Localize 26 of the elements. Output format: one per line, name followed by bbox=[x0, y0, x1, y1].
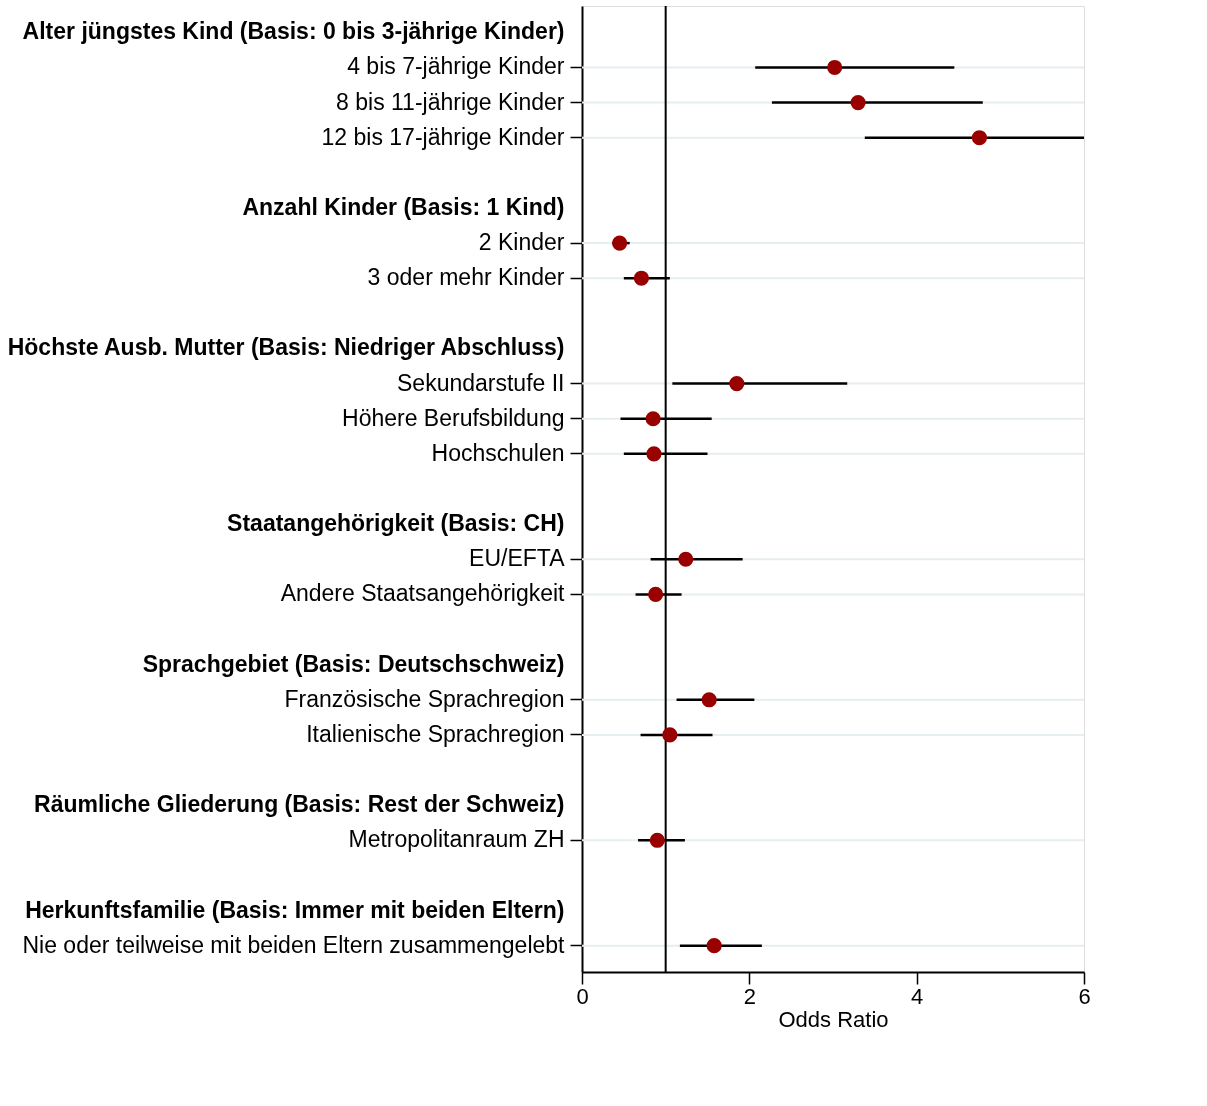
y-tick-label: Alter jüngstes Kind (Basis: 0 bis 3-jährige Kinder) bbox=[22, 18, 565, 45]
y-tick-label: Italienische Sprachregion bbox=[306, 720, 565, 747]
y-tick-label: Sprachgebiet (Basis: Deutschschweiz) bbox=[142, 650, 565, 677]
y-tick-label: 4 bis 7-jährige Kinder bbox=[347, 53, 565, 80]
x-tick-label: 2 bbox=[743, 983, 756, 1009]
y-tick-label: 8 bis 11-jährige Kinder bbox=[336, 88, 565, 115]
y-tick-label: EU/EFTA bbox=[469, 545, 566, 572]
y-tick-label: 12 bis 17-jährige Kinder bbox=[321, 123, 565, 150]
y-tick-label: 3 oder mehr Kinder bbox=[367, 264, 565, 291]
y-tick-label: Sekundarstufe II bbox=[397, 369, 565, 396]
y-tick-label: Nie oder teilweise mit beiden Eltern zusammengelebt bbox=[22, 931, 566, 958]
x-tick-label: 4 bbox=[911, 983, 924, 1009]
y-tick-label: Andere Staatsangehörigkeit bbox=[280, 580, 566, 607]
y-tick-label: 2 Kinder bbox=[478, 229, 565, 256]
y-tick-label: Hochschulen bbox=[431, 439, 565, 466]
y-tick-label: Räumliche Gliederung (Basis: Rest der Schweiz) bbox=[34, 791, 565, 818]
y-tick-label: Höchste Ausb. Mutter (Basis: Niedriger Abschluss) bbox=[7, 334, 565, 361]
y-tick-label: Höhere Berufsbildung bbox=[342, 404, 565, 431]
y-tick-label: Herkunftsfamilie (Basis: Immer mit beiden Eltern) bbox=[25, 896, 565, 923]
y-tick-label: Staatangehörigkeit (Basis: CH) bbox=[227, 510, 565, 537]
y-tick-label: Metropolitanraum ZH bbox=[348, 826, 565, 853]
y-tick-label: Anzahl Kinder (Basis: 1 Kind) bbox=[242, 193, 565, 220]
x-axis-title: Odds Ratio bbox=[778, 1006, 889, 1032]
x-tick-label: 6 bbox=[1078, 983, 1091, 1009]
x-tick-label: 0 bbox=[576, 983, 589, 1009]
y-tick-label: Französische Sprachregion bbox=[284, 685, 565, 712]
